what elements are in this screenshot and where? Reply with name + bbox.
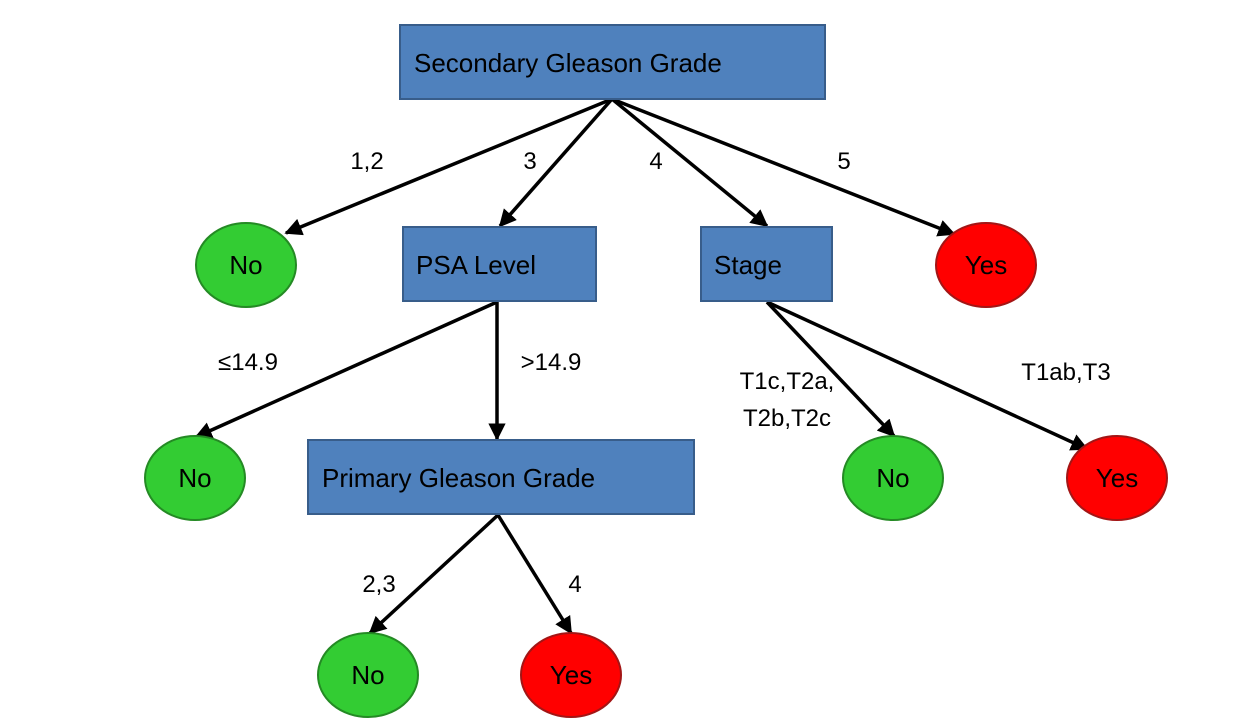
leaf-primary-no-label: No xyxy=(351,660,384,690)
edge-label-psa-low: ≤14.9 xyxy=(218,349,278,376)
edge-label-primary-low: 2,3 xyxy=(362,571,395,598)
leaf-primary-no: No xyxy=(317,632,419,718)
leaf-stage-no: No xyxy=(842,435,944,521)
edge-root-to-no xyxy=(284,97,613,236)
edge-stage-to-yes xyxy=(766,300,1089,451)
leaf-stage-yes: Yes xyxy=(1066,435,1168,521)
edge-stage-to-no xyxy=(765,300,896,438)
edge-label-stage-low-line2: T2b,T2c xyxy=(743,405,831,432)
edge-label-primary-high: 4 xyxy=(568,571,581,598)
leaf-stage-yes-label: Yes xyxy=(1096,463,1138,493)
edge-psa-to-no xyxy=(194,300,498,439)
edge-root-to-stage xyxy=(610,97,769,228)
node-psa-level-label: PSA Level xyxy=(416,250,536,280)
edge-label-4: 4 xyxy=(649,148,662,175)
edge-label-stage-high: T1ab,T3 xyxy=(1021,359,1110,386)
edge-label-3: 3 xyxy=(523,148,536,175)
leaf-root-yes: Yes xyxy=(935,222,1037,308)
leaf-stage-no-label: No xyxy=(876,463,909,493)
node-primary-gleason-grade-label: Primary Gleason Grade xyxy=(322,463,595,493)
edge-primary-to-no xyxy=(368,513,500,635)
node-stage-label: Stage xyxy=(714,250,782,280)
leaf-primary-yes: Yes xyxy=(520,632,622,718)
leaf-primary-yes-label: Yes xyxy=(550,660,592,690)
edge-root-to-psa xyxy=(498,97,614,228)
edge-root-to-yes xyxy=(611,97,956,237)
edge-label-5: 5 xyxy=(837,148,850,175)
leaf-root-no-label: No xyxy=(229,250,262,280)
leaf-psa-no-label: No xyxy=(178,463,211,493)
edge-label-1-2: 1,2 xyxy=(350,148,383,175)
edge-primary-to-yes xyxy=(496,514,573,635)
node-stage: Stage xyxy=(700,226,833,302)
leaf-root-yes-label: Yes xyxy=(965,250,1007,280)
edge-label-stage-low-line1: T1c,T2a, xyxy=(740,368,835,395)
node-primary-gleason-grade: Primary Gleason Grade xyxy=(307,439,695,515)
tree-edges xyxy=(194,97,1089,635)
node-psa-level: PSA Level xyxy=(402,226,597,302)
node-secondary-gleason-grade-label: Secondary Gleason Grade xyxy=(414,48,722,78)
edge-labels: 1,2 3 4 5 ≤14.9 >14.9 T1c,T2a, T2b,T2c T… xyxy=(218,148,1111,598)
leaf-root-no: No xyxy=(195,222,297,308)
leaf-psa-no: No xyxy=(144,435,246,521)
node-secondary-gleason-grade: Secondary Gleason Grade xyxy=(399,24,826,100)
edge-label-psa-high: >14.9 xyxy=(521,349,582,376)
